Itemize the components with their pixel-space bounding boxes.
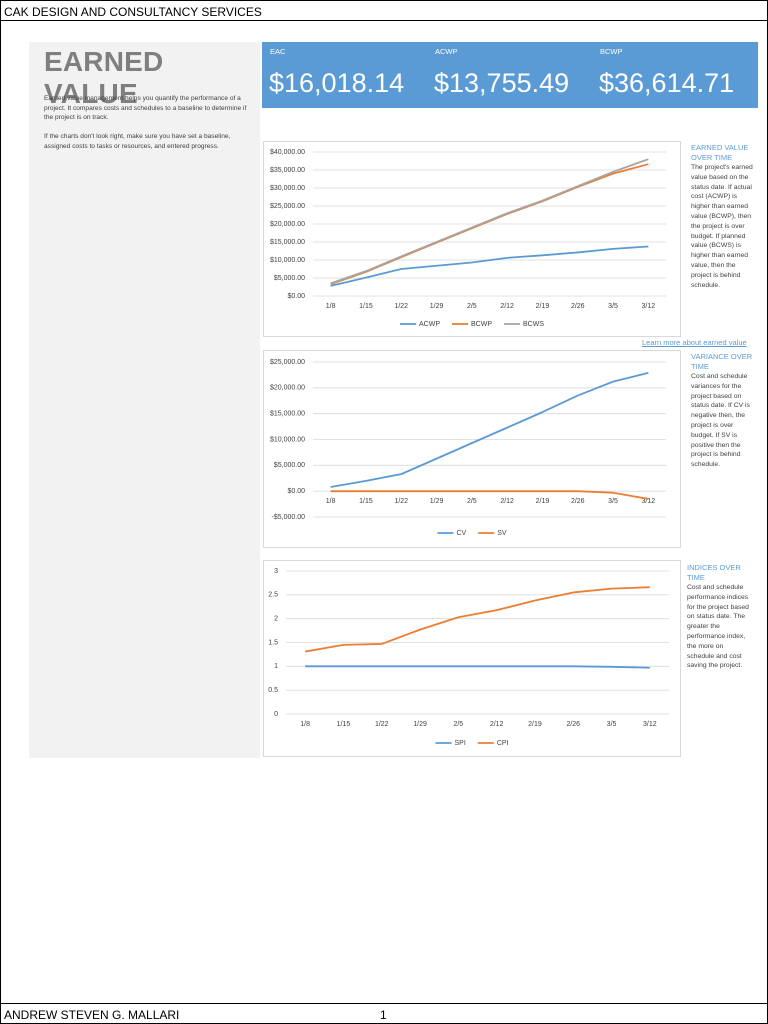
x-tick-label: 2/12 xyxy=(500,303,514,310)
note: EARNED VALUE OVER TIME The project's ear… xyxy=(691,143,755,290)
footer-author: ANDREW STEVEN G. MALLARI xyxy=(4,1008,180,1022)
series-line xyxy=(305,665,650,669)
y-tick-label: 2.5 xyxy=(268,592,278,599)
x-tick-label: 3/5 xyxy=(608,303,618,310)
y-tick-label: $15,000.00 xyxy=(270,239,305,246)
y-tick-label: 0.5 xyxy=(268,687,278,694)
legend: ACWP BCWP BCWS xyxy=(400,321,544,328)
note-title: EARNED VALUE OVER TIME xyxy=(691,143,749,162)
x-tick-label: 1/22 xyxy=(394,498,408,505)
kpi-label: BCWP xyxy=(600,47,623,56)
header-title: CAK DESIGN AND CONSULTANCY SERVICES xyxy=(4,5,262,19)
legend-label: BCWS xyxy=(523,321,544,328)
x-tick-label: 2/12 xyxy=(490,721,504,728)
y-tick-label: $0.00 xyxy=(287,488,305,495)
x-tick-label: 3/12 xyxy=(643,721,657,728)
y-tick-label: $5,000.00 xyxy=(274,462,305,469)
x-tick-label: 1/8 xyxy=(326,498,336,505)
x-tick-label: 2/5 xyxy=(467,303,477,310)
y-tick-label: $25,000.00 xyxy=(270,203,305,210)
y-tick-label: $10,000.00 xyxy=(270,436,305,443)
x-tick-label: 2/19 xyxy=(536,303,550,310)
y-tick-label: 2 xyxy=(274,616,278,623)
x-tick-label: 1/15 xyxy=(359,303,373,310)
legend: CV SV xyxy=(437,530,507,537)
intro-paragraph: Earned value management helps you quanti… xyxy=(44,95,247,121)
intro-title: EARNED VALUE xyxy=(44,46,164,109)
intro-paragraph: If the charts don't look right, make sur… xyxy=(44,133,231,150)
y-tick-label: 3 xyxy=(274,568,278,575)
x-tick-label: 1/8 xyxy=(300,721,310,728)
y-tick-label: 1.5 xyxy=(268,639,278,646)
intro-panel: EARNED VALUE Earned value management hel… xyxy=(29,42,260,758)
legend-label: CPI xyxy=(497,740,509,747)
y-tick-label: $40,000.00 xyxy=(270,149,305,156)
note-text: Cost and schedule performance indices fo… xyxy=(687,584,749,670)
x-tick-label: 1/22 xyxy=(394,303,408,310)
kpi-value: $16,018.14 xyxy=(269,68,405,98)
series-line xyxy=(330,490,649,500)
kpi-value: $13,755.49 xyxy=(434,68,570,98)
note-title: INDICES OVER TIME xyxy=(687,563,741,582)
x-tick-label: 1/8 xyxy=(326,303,336,310)
x-tick-label: 3/12 xyxy=(642,498,656,505)
x-tick-label: 2/26 xyxy=(571,498,585,505)
page-number: 1 xyxy=(380,1008,387,1022)
kpi-label: ACWP xyxy=(435,47,458,56)
help-link[interactable]: Learn more about earned value xyxy=(642,338,747,347)
y-tick-label: $20,000.00 xyxy=(270,221,305,228)
x-tick-label: 3/5 xyxy=(608,498,618,505)
legend: SPI CPI xyxy=(435,740,509,747)
chart: 0 0.5 1 1.5 2 2.5 3 1/8 1/15 1/22 1/29 2/5 2/12 2/19 2… xyxy=(263,560,681,757)
y-tick-label: $35,000.00 xyxy=(270,167,305,174)
x-tick-label: 2/26 xyxy=(571,303,585,310)
y-tick-label: 0 xyxy=(274,711,278,718)
x-tick-label: 1/15 xyxy=(359,498,373,505)
kpi-banner: EAC $16,018.14 ACWP $13,755.49 BCWP $36,… xyxy=(262,42,758,108)
y-tick-label: $0.00 xyxy=(287,293,305,300)
note: INDICES OVER TIME Cost and schedule perf… xyxy=(687,563,751,671)
legend-label: BCWP xyxy=(471,321,492,328)
legend-label: CV xyxy=(456,530,466,537)
x-tick-label: 3/12 xyxy=(642,303,656,310)
legend-label: SV xyxy=(497,530,507,537)
x-tick-label: 2/5 xyxy=(467,498,477,505)
legend-label: SPI xyxy=(455,740,466,747)
series-line xyxy=(330,245,649,287)
legend-label: ACWP xyxy=(419,321,440,328)
note-text: Cost and schedule variances for the proj… xyxy=(691,373,750,469)
y-tick-label: $10,000.00 xyxy=(270,257,305,264)
y-tick-label: -$5,000.00 xyxy=(272,514,306,521)
x-tick-label: 1/29 xyxy=(430,498,444,505)
chart: -$5,000.00 $0.00 $5,000.00 $10,000.00 $15,00… xyxy=(263,350,681,548)
x-tick-label: 2/19 xyxy=(536,498,550,505)
x-tick-label: 1/29 xyxy=(430,303,444,310)
y-tick-label: $30,000.00 xyxy=(270,185,305,192)
x-tick-label: 1/22 xyxy=(375,721,389,728)
series-line xyxy=(330,158,649,285)
x-tick-label: 1/15 xyxy=(337,721,351,728)
x-tick-label: 2/5 xyxy=(453,721,463,728)
chart: $0.00 $5,000.00 $10,000.00 $15,000.00 $20,00… xyxy=(263,141,681,337)
series-line xyxy=(304,586,650,653)
note-text: The project's earned value based on the … xyxy=(691,164,753,289)
kpi-value: $36,614.71 xyxy=(599,68,735,98)
y-tick-label: $25,000.00 xyxy=(270,359,305,366)
series-line xyxy=(330,371,649,488)
y-tick-label: $20,000.00 xyxy=(270,385,305,392)
y-tick-label: $5,000.00 xyxy=(274,275,305,282)
note-title: VARIANCE OVER TIME xyxy=(691,352,753,371)
x-tick-label: 1/29 xyxy=(413,721,427,728)
y-tick-label: $15,000.00 xyxy=(270,411,305,418)
header-rule xyxy=(1,20,767,21)
x-tick-label: 3/5 xyxy=(607,721,617,728)
y-tick-label: 1 xyxy=(274,663,278,670)
kpi-label: EAC xyxy=(270,47,286,56)
x-tick-label: 2/26 xyxy=(566,721,580,728)
note: VARIANCE OVER TIME Cost and schedule var… xyxy=(691,352,755,470)
x-tick-label: 2/19 xyxy=(528,721,542,728)
x-tick-label: 2/12 xyxy=(500,498,514,505)
footer-rule xyxy=(1,1003,767,1004)
